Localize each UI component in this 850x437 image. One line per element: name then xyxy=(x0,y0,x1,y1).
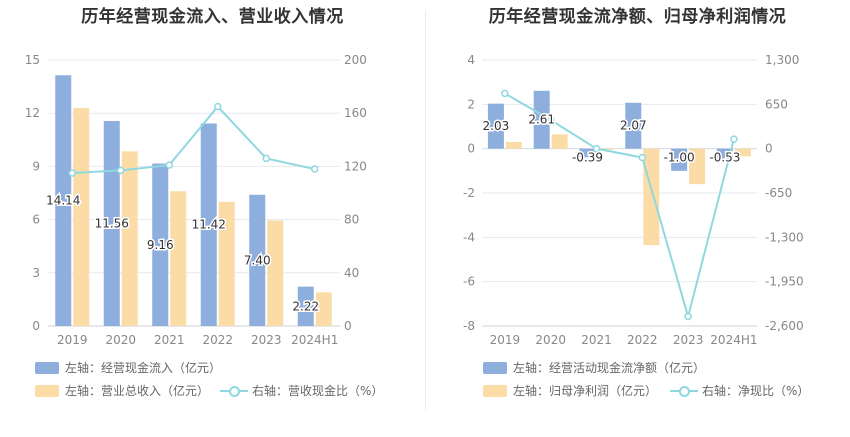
x-axis-tick-label: 2019 xyxy=(490,333,521,347)
legend-label: 左轴：营业总收入（亿元） xyxy=(65,382,209,399)
legend-label: 左轴：归母净利润（亿元） xyxy=(513,382,657,399)
bar-yellow-2019 xyxy=(73,108,89,326)
x-axis-tick-label: 2021 xyxy=(581,333,612,347)
right-axis-tick-label: 0 xyxy=(765,142,773,156)
bar-data-label: 14.14 xyxy=(46,194,80,208)
right-axis-tick-label: 200 xyxy=(344,53,367,67)
ratio-point-2022 xyxy=(215,104,221,110)
left-axis-tick-label: 0 xyxy=(467,142,475,156)
x-axis-tick-label: 2023 xyxy=(251,333,282,347)
ratio-point-2019 xyxy=(502,90,508,96)
bar-data-label: 2.61 xyxy=(528,113,555,127)
right-axis-tick-label: -1,950 xyxy=(765,275,804,289)
ratio-point-2024H1 xyxy=(731,136,737,142)
right-axis-tick-label: 80 xyxy=(344,213,359,227)
bar-yellow-2021 xyxy=(170,191,186,326)
bar-yellow-2020 xyxy=(122,151,138,326)
bar-data-label: 2.07 xyxy=(620,119,647,133)
legend-item-revenue-cash-ratio[interactable]: 右轴：营收现金比（%） xyxy=(220,382,383,399)
x-axis-tick-label: 2019 xyxy=(57,333,88,347)
bar-data-label: 7.40 xyxy=(244,253,271,267)
bar-data-label: -0.53 xyxy=(709,151,740,165)
left-axis-tick-label: 9 xyxy=(32,159,40,173)
bar-data-label: 11.42 xyxy=(192,218,226,232)
bar-yellow-2022 xyxy=(643,149,659,245)
right-axis-tick-label: -2,600 xyxy=(765,319,804,333)
legend-swatch-yellow xyxy=(35,385,59,397)
ratio-point-2020 xyxy=(118,167,124,173)
legend-item-net-profit[interactable]: 左轴：归母净利润（亿元） xyxy=(483,382,657,399)
ratio-point-2024H1 xyxy=(312,166,318,172)
bar-data-label: 2.22 xyxy=(292,299,319,313)
ratio-point-2023 xyxy=(263,155,269,161)
x-axis-tick-label: 2020 xyxy=(105,333,136,347)
legend-label: 右轴：净现比（%） xyxy=(702,382,809,399)
legend-label: 右轴：营收现金比（%） xyxy=(252,382,383,399)
x-axis-tick-label: 2023 xyxy=(673,333,704,347)
left-axis-tick-label: 12 xyxy=(25,106,40,120)
left-axis-tick-label: -4 xyxy=(463,230,475,244)
left-axis-tick-label: -6 xyxy=(463,275,475,289)
x-axis-tick-label: 2024H1 xyxy=(291,333,338,347)
right-axis-tick-label: -1,300 xyxy=(765,230,804,244)
chart-panel-cash-inflow: 历年经营现金流入、营业收入情况 0 0 3 40 6 80 9 120 12 160 15 200 20… xyxy=(0,0,425,437)
legend-line-icon xyxy=(670,385,698,397)
right-axis-tick-label: 40 xyxy=(344,266,359,280)
legend-swatch-blue xyxy=(483,362,507,374)
x-axis-tick-label: 2021 xyxy=(154,333,185,347)
chart-panel-net-cashflow: 历年经营现金流净额、归母净利润情况 -8 -2,600 -6 -1,950 -4 -1,3… xyxy=(425,0,850,437)
x-axis-tick-label: 2020 xyxy=(535,333,566,347)
ratio-point-2019 xyxy=(69,170,75,176)
x-axis-tick-label: 2022 xyxy=(627,333,658,347)
bar-yellow-2023 xyxy=(267,220,283,326)
right-axis-tick-label: 0 xyxy=(344,319,352,333)
legend-item-net-cash-ratio[interactable]: 右轴：净现比（%） xyxy=(670,382,809,399)
right-axis-tick-label: 160 xyxy=(344,106,367,120)
bar-data-label: -0.39 xyxy=(572,151,603,165)
left-axis-tick-label: 15 xyxy=(25,53,40,67)
left-axis-tick-label: -2 xyxy=(463,186,475,200)
left-axis-tick-label: 4 xyxy=(467,53,475,67)
legend-item-revenue[interactable]: 左轴：营业总收入（亿元） xyxy=(35,382,209,399)
legend-label: 左轴：经营活动现金流净额（亿元） xyxy=(513,359,705,376)
right-axis-tick-label: -650 xyxy=(765,186,792,200)
x-axis-tick-label: 2024H1 xyxy=(710,333,757,347)
right-axis-tick-label: 1,300 xyxy=(765,53,799,67)
bar-yellow-2019 xyxy=(506,142,522,149)
bar-data-label: -1.00 xyxy=(664,151,695,165)
legend-item-net-cashflow[interactable]: 左轴：经营活动现金流净额（亿元） xyxy=(483,359,705,376)
ratio-point-2023 xyxy=(685,313,691,319)
ratio-point-2022 xyxy=(639,155,645,161)
bar-data-label: 9.16 xyxy=(147,238,174,252)
bar-yellow-2020 xyxy=(552,134,568,148)
left-axis-tick-label: 2 xyxy=(467,97,475,111)
right-axis-tick-label: 120 xyxy=(344,159,367,173)
left-axis-tick-label: -8 xyxy=(463,319,475,333)
legend-swatch-yellow xyxy=(483,385,507,397)
bar-data-label: 2.03 xyxy=(483,119,510,133)
x-axis-tick-label: 2022 xyxy=(202,333,233,347)
legend-item-cash-inflow[interactable]: 左轴：经营现金流入（亿元） xyxy=(35,359,221,376)
legend-swatch-blue xyxy=(35,362,59,374)
legend-line-icon xyxy=(220,385,248,397)
left-axis-tick-label: 6 xyxy=(32,213,40,227)
legend-label: 左轴：经营现金流入（亿元） xyxy=(65,359,221,376)
bar-data-label: 11.56 xyxy=(95,217,129,231)
ratio-point-2021 xyxy=(166,162,172,168)
left-axis-tick-label: 0 xyxy=(32,319,40,333)
left-axis-tick-label: 3 xyxy=(32,266,40,280)
right-axis-tick-label: 650 xyxy=(765,97,788,111)
